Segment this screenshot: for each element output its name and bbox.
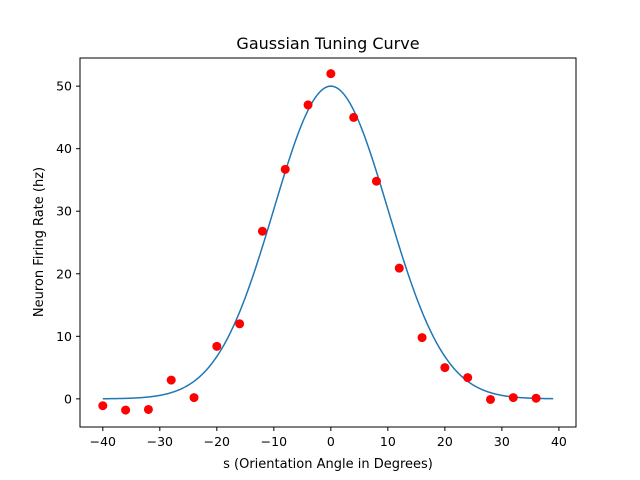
data-point (98, 401, 108, 411)
y-tick-label: 10 (56, 329, 72, 344)
chart-title: Gaussian Tuning Curve (236, 34, 419, 53)
data-point (303, 100, 313, 110)
data-point (440, 363, 450, 373)
data-point (531, 393, 541, 403)
data-point (189, 393, 199, 403)
y-tick-label: 30 (56, 204, 72, 219)
plot-area (98, 69, 554, 415)
data-point (235, 319, 245, 329)
data-point (257, 226, 267, 236)
x-tick-label: 40 (551, 434, 567, 449)
y-tick-label: 0 (64, 391, 72, 406)
x-tick-label: 0 (327, 434, 335, 449)
data-point (121, 405, 131, 415)
data-point (326, 69, 336, 79)
x-tick-label: 10 (380, 434, 396, 449)
data-point (371, 176, 381, 186)
data-point (212, 341, 222, 351)
x-tick-label: −30 (147, 434, 173, 449)
x-axis-label: s (Orientation Angle in Degrees) (223, 457, 433, 472)
data-point (463, 373, 473, 383)
x-tick-label: 30 (494, 434, 510, 449)
gaussian-fit-line (102, 85, 554, 400)
data-point (280, 164, 290, 174)
y-tick-label: 40 (56, 141, 72, 156)
data-point (349, 112, 359, 122)
axes-frame (79, 57, 577, 428)
x-tick-label: −20 (204, 434, 230, 449)
y-tick-label: 20 (56, 266, 72, 281)
x-tick-label: −40 (90, 434, 116, 449)
data-point (417, 333, 427, 343)
x-tick-label: 20 (437, 434, 453, 449)
data-point (394, 263, 404, 273)
x-axis-ticks: −40 −30 −20 −10 0 10 20 30 40 (90, 427, 567, 449)
y-axis-ticks: 0 10 20 30 40 50 (56, 79, 80, 406)
x-tick-label: −10 (261, 434, 287, 449)
data-point (508, 393, 518, 403)
y-tick-label: 50 (56, 79, 72, 94)
data-point (485, 394, 495, 404)
data-point (143, 404, 153, 414)
y-axis-label: Neuron Firing Rate (hz) (32, 167, 47, 317)
data-point (166, 375, 176, 385)
